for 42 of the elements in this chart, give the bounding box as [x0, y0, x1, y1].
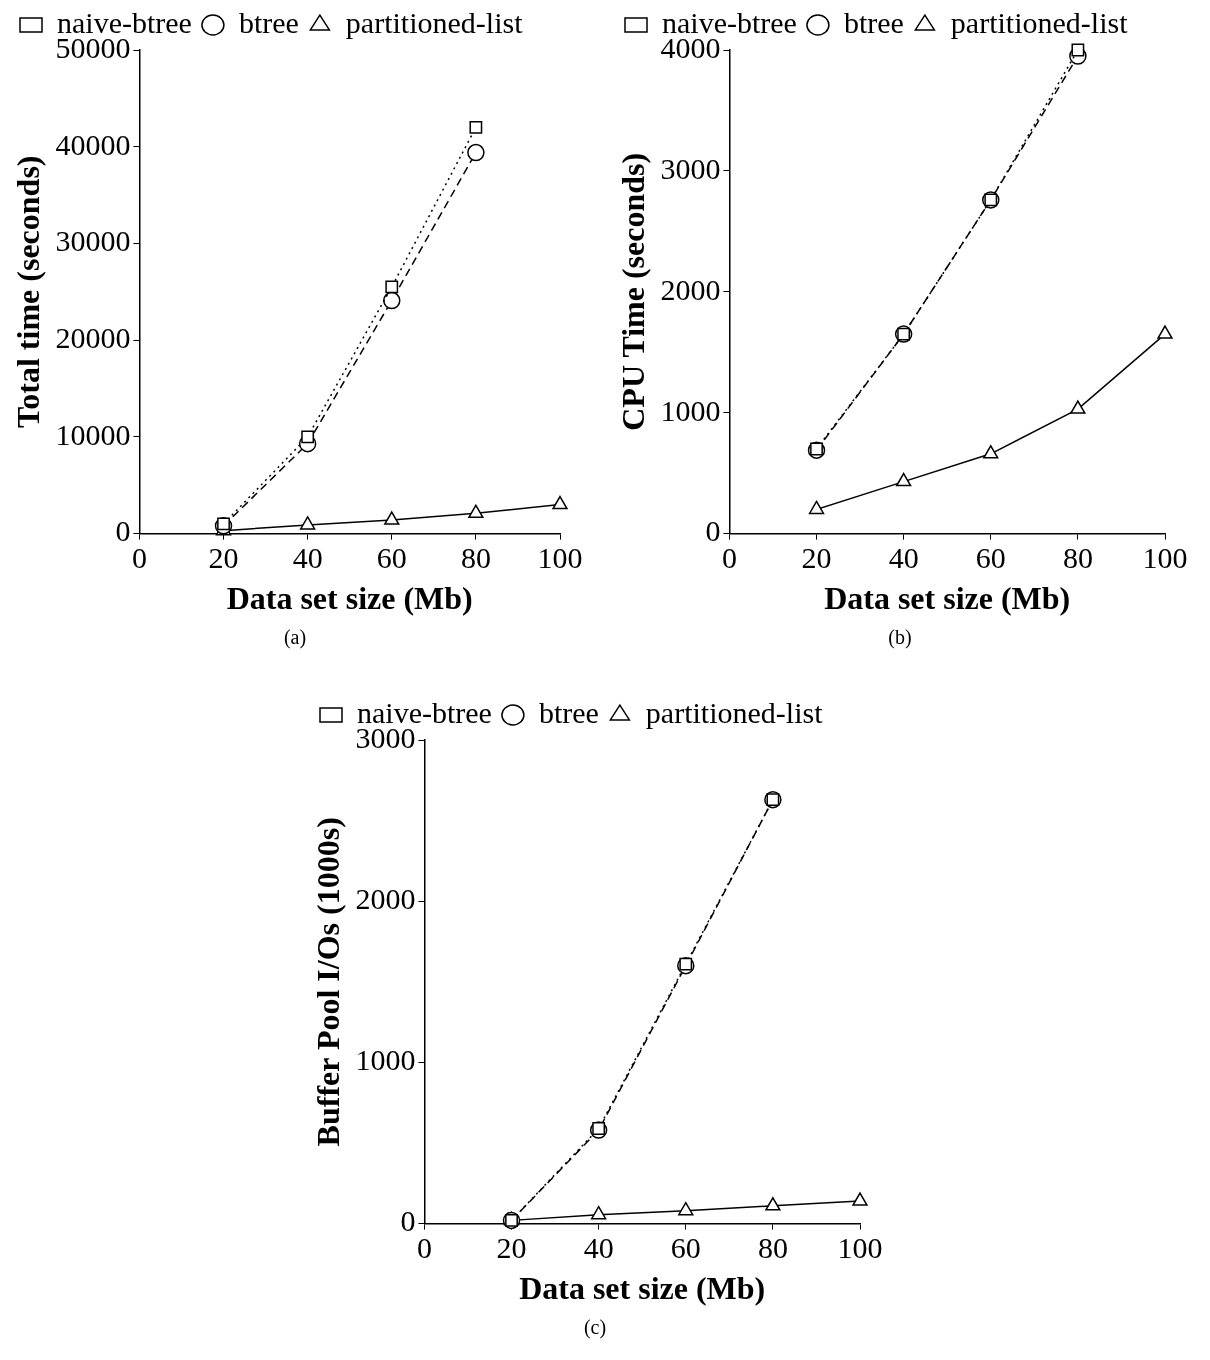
x-tick-label: 100 — [537, 541, 583, 575]
y-tick-label: 3000 — [660, 151, 721, 185]
x-tick-label: 60 — [376, 541, 407, 575]
x-tick-label: 40 — [292, 541, 323, 575]
x-tick-label: 100 — [1142, 541, 1188, 575]
y-axis-title: Total time (seconds) — [10, 155, 47, 429]
x-tick-label: 80 — [460, 541, 491, 575]
y-tick-label: 10000 — [55, 417, 131, 451]
x-tick-label: 20 — [801, 541, 832, 575]
legend-label: btree — [538, 695, 599, 729]
y-tick-label: 2000 — [660, 272, 721, 306]
y-tick-label: 30000 — [55, 224, 131, 258]
legend-label: btree — [843, 5, 904, 39]
y-axis-title: CPU Time (seconds) — [615, 152, 652, 431]
y-tick-label: 0 — [705, 514, 721, 548]
y-tick-label: 1000 — [660, 393, 721, 427]
x-axis-title: Data set size (Mb) — [226, 580, 473, 617]
y-tick-label: 1000 — [355, 1043, 416, 1077]
text: (a) — [282, 626, 308, 649]
x-tick-label: 60 — [975, 541, 1006, 575]
text: (c) — [582, 1316, 608, 1339]
y-tick-label: 0 — [115, 514, 131, 548]
x-tick-label: 60 — [670, 1231, 701, 1265]
y-tick-label: 20000 — [55, 321, 131, 355]
text: (b) — [887, 626, 913, 649]
legend-label: partitioned-list — [645, 695, 824, 729]
x-tick-label: 20 — [496, 1231, 527, 1265]
x-tick-label: 80 — [757, 1231, 788, 1265]
y-tick-label: 0 — [400, 1204, 416, 1238]
x-tick-label: 100 — [837, 1231, 883, 1265]
y-axis-title: Buffer Pool I/Os (1000s) — [310, 817, 347, 1147]
legend-label: btree — [238, 5, 299, 39]
y-tick-label: 40000 — [55, 127, 131, 161]
x-axis-title: Data set size (Mb) — [824, 580, 1071, 617]
x-axis-title: Data set size (Mb) — [519, 1270, 766, 1307]
legend-label: partitioned-list — [950, 5, 1129, 39]
y-tick-label: 2000 — [355, 882, 416, 916]
x-tick-label: 40 — [583, 1231, 614, 1265]
x-tick-label: 20 — [208, 541, 239, 575]
legend-label: partitioned-list — [345, 5, 524, 39]
x-tick-label: 40 — [888, 541, 919, 575]
x-tick-label: 80 — [1062, 541, 1093, 575]
